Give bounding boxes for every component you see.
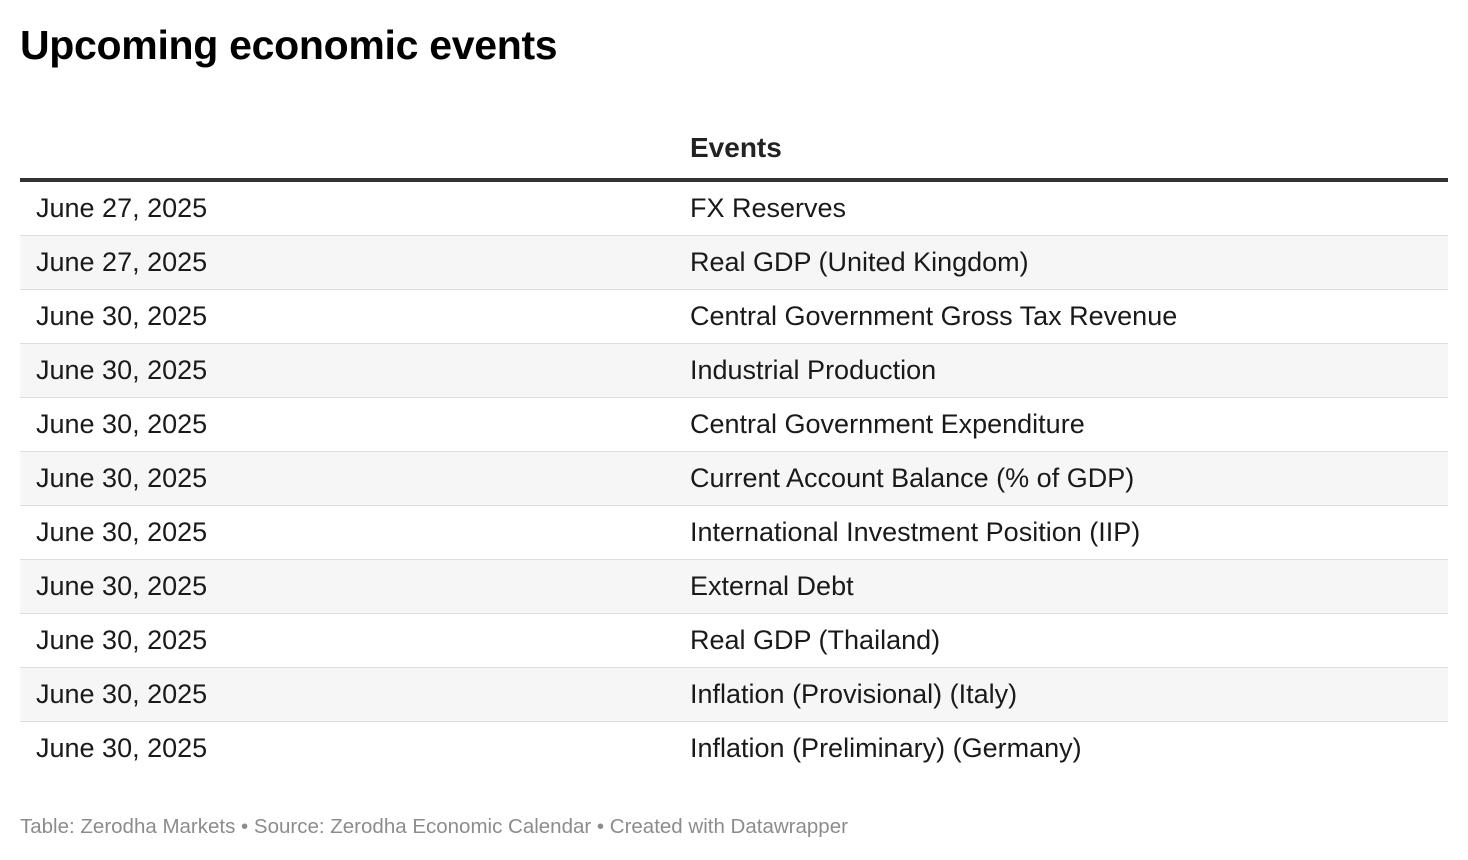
date-cell: June 30, 2025 — [20, 451, 690, 506]
date-cell: June 30, 2025 — [20, 343, 690, 398]
events-table: Events June 27, 2025 FX Reserves June 27… — [20, 118, 1448, 775]
date-cell: June 30, 2025 — [20, 667, 690, 722]
table-row: June 30, 2025 Inflation (Preliminary) (G… — [20, 722, 1448, 776]
date-cell: June 30, 2025 — [20, 613, 690, 668]
event-cell: Inflation (Provisional) (Italy) — [690, 667, 1448, 722]
table-row: June 30, 2025 Current Account Balance (%… — [20, 451, 1448, 506]
table-header: Events — [20, 118, 1448, 182]
table-body: June 27, 2025 FX Reserves June 27, 2025 … — [20, 180, 1448, 775]
table-row: June 27, 2025 FX Reserves — [20, 180, 1448, 236]
date-cell: June 30, 2025 — [20, 397, 690, 452]
table-row: June 30, 2025 Real GDP (Thailand) — [20, 613, 1448, 668]
event-cell: Real GDP (United Kingdom) — [690, 235, 1448, 290]
event-cell: External Debt — [690, 559, 1448, 614]
chart-title: Upcoming economic events — [20, 22, 558, 68]
event-cell: FX Reserves — [690, 180, 1448, 236]
event-cell: Central Government Expenditure — [690, 397, 1448, 452]
event-cell: International Investment Position (IIP) — [690, 505, 1448, 560]
events-table-container: Events June 27, 2025 FX Reserves June 27… — [20, 118, 1448, 775]
event-cell: Current Account Balance (% of GDP) — [690, 451, 1448, 506]
date-cell: June 27, 2025 — [20, 235, 690, 290]
table-row: June 30, 2025 External Debt — [20, 559, 1448, 614]
date-cell: June 27, 2025 — [20, 180, 690, 236]
event-cell: Real GDP (Thailand) — [690, 613, 1448, 668]
table-row: June 30, 2025 International Investment P… — [20, 505, 1448, 560]
date-cell: June 30, 2025 — [20, 505, 690, 560]
header-row: Events — [20, 118, 1448, 182]
event-cell: Inflation (Preliminary) (Germany) — [690, 733, 1082, 763]
date-cell: June 30, 2025 — [20, 289, 690, 344]
column-header-date[interactable] — [20, 118, 690, 182]
column-header-events[interactable]: Events — [690, 118, 1448, 182]
event-cell: Industrial Production — [690, 343, 1448, 398]
event-cell: Central Government Gross Tax Revenue — [690, 289, 1448, 344]
table-row: June 27, 2025 Real GDP (United Kingdom) — [20, 235, 1448, 290]
date-cell: June 30, 2025 — [20, 559, 690, 614]
table-row: June 30, 2025 Central Government Expendi… — [20, 397, 1448, 452]
table-row: June 30, 2025 Inflation (Provisional) (I… — [20, 667, 1448, 722]
date-cell: June 30, 2025 — [36, 733, 208, 763]
table-row: June 30, 2025 Industrial Production — [20, 343, 1448, 398]
table-row: June 30, 2025 Central Government Gross T… — [20, 289, 1448, 344]
footer-credits: Table: Zerodha Markets • Source: Zerodha… — [20, 815, 848, 838]
